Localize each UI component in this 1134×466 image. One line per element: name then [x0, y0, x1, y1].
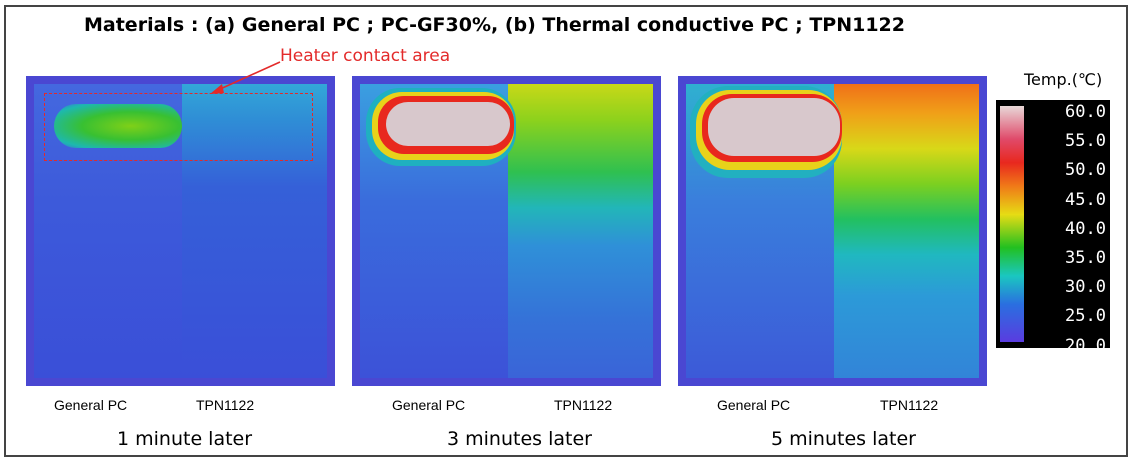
panel2-left-label: General PC	[392, 397, 466, 413]
heater-contact-box	[44, 93, 313, 161]
panel2-caption: 3 minutes later	[447, 428, 592, 450]
panel2-right-label: TPN1122	[554, 397, 613, 413]
thermal-image-1min	[26, 76, 335, 386]
panel1-right-label: TPN1122	[196, 397, 255, 413]
panel3-right-label: TPN1122	[880, 397, 939, 413]
scale-tick-label: 25.0	[1065, 306, 1106, 327]
tpn1122-half	[508, 84, 653, 378]
color-scale: 60.0 55.0 50.0 45.0 40.0 35.0 30.0 25.0 20.0	[996, 100, 1110, 356]
heat-spot	[54, 104, 182, 148]
scale-tick-label: 40.0	[1065, 218, 1106, 239]
scale-tick-label: 20.0	[1065, 335, 1106, 356]
scale-gradient	[1000, 106, 1024, 342]
scale-tick-label: 30.0	[1065, 277, 1106, 298]
scale-tick-label: 35.0	[1065, 248, 1106, 268]
heater-contact-label: Heater contact area	[280, 46, 451, 66]
scale-title: Temp.(℃)	[1024, 70, 1103, 89]
heat-core	[708, 98, 840, 156]
panel1-left-label: General PC	[54, 397, 128, 413]
scale-tick-label: 50.0	[1065, 160, 1106, 181]
thermal-image-5min	[678, 76, 987, 386]
heat-core	[386, 102, 510, 146]
scale-tick-label: 45.0	[1065, 189, 1106, 210]
panel3-caption: 5 minutes later	[771, 428, 916, 450]
panel3-left-label: General PC	[717, 397, 791, 413]
scale-tick-label: 60.0	[1065, 102, 1106, 122]
tpn1122-half	[182, 84, 327, 378]
scale-tick-label: 55.0	[1065, 131, 1106, 152]
thermal-image-3min	[352, 76, 661, 386]
panel1-caption: 1 minute later	[117, 428, 253, 450]
thermal-field	[34, 84, 327, 378]
figure-title: Materials : (a) General PC ; PC-GF30%, (…	[84, 14, 905, 36]
thermal-field	[360, 84, 653, 378]
scale-ticks: 60.0 55.0 50.0 45.0 40.0 35.0 30.0 25.0 20.0	[1030, 100, 1108, 356]
thermal-field	[686, 84, 979, 378]
annotation-arrow-icon	[210, 61, 281, 94]
tpn1122-half	[834, 84, 979, 378]
